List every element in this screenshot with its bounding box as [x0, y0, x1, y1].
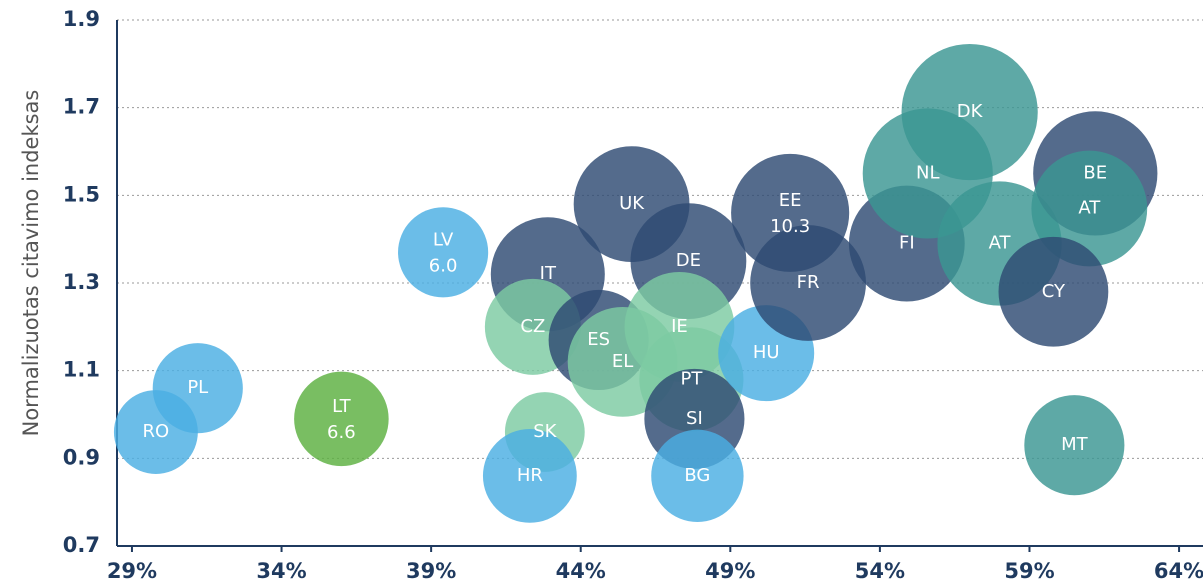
bubble-label: FR — [797, 272, 820, 293]
bubble — [398, 207, 489, 298]
x-tick-label: 29% — [107, 559, 157, 583]
bubble — [482, 428, 577, 523]
bubble-label: ES — [587, 329, 610, 350]
bubble-label: MT — [1061, 434, 1089, 455]
x-tick-label: 49% — [705, 559, 755, 583]
bubble-label: IE — [671, 316, 688, 337]
bubble-label: EL — [612, 351, 633, 372]
bubble — [152, 343, 243, 434]
bubble-label: BG — [684, 465, 710, 486]
y-tick-label: 0.9 — [63, 445, 100, 469]
bubble-label: NL — [916, 162, 940, 183]
x-tick-label: 39% — [406, 559, 456, 583]
bubble-label: EE — [779, 190, 802, 211]
bubble-label: IT — [540, 263, 557, 284]
bubble-label: DK — [957, 101, 984, 122]
bubble-label: AT — [1078, 197, 1101, 218]
y-tick-label: 1.1 — [63, 358, 100, 382]
y-tick-label: 1.5 — [63, 182, 100, 206]
bubble-label: SK — [533, 421, 557, 442]
bubble — [1024, 395, 1125, 496]
bubble-label: SI — [686, 408, 703, 429]
y-tick-label: 1.3 — [63, 270, 100, 294]
bubble — [998, 236, 1109, 347]
y-tick-label: 1.7 — [63, 95, 100, 119]
size-label: 6.6 — [327, 422, 356, 443]
bubble — [294, 371, 389, 467]
y-axis-label: Normalizuotas citavimo indeksas — [19, 90, 43, 437]
bubble-label: PL — [187, 377, 208, 398]
size-label: 10.3 — [770, 216, 810, 237]
bubble — [750, 225, 866, 341]
x-tick-label: 44% — [556, 559, 606, 583]
x-tick-label: 59% — [1004, 559, 1054, 583]
bubble-label: UK — [619, 193, 645, 214]
bubble-label: CY — [1042, 281, 1066, 302]
bubble-label: LV — [433, 229, 454, 250]
x-tick-label: 34% — [256, 559, 306, 583]
bubble-label: RO — [143, 421, 170, 442]
x-tick-label: 64% — [1154, 559, 1203, 583]
y-tick-label: 0.7 — [63, 533, 100, 557]
bubble-label: PT — [680, 368, 703, 389]
bubble-label: BE — [1083, 162, 1107, 183]
x-tick-label: 54% — [855, 559, 905, 583]
bubble — [651, 429, 744, 523]
bubble — [901, 43, 1038, 181]
bubble-label: DE — [676, 250, 701, 271]
bubble-label: HU — [753, 342, 780, 363]
bubble-label: CZ — [520, 316, 545, 337]
bubble-label: LT — [332, 396, 352, 417]
size-label: 6.0 — [429, 255, 458, 276]
y-tick-label: 1.9 — [63, 7, 100, 31]
bubble-label: HR — [517, 465, 543, 486]
bubble-label: FI — [899, 233, 915, 254]
bubble-label: AT — [989, 233, 1012, 254]
